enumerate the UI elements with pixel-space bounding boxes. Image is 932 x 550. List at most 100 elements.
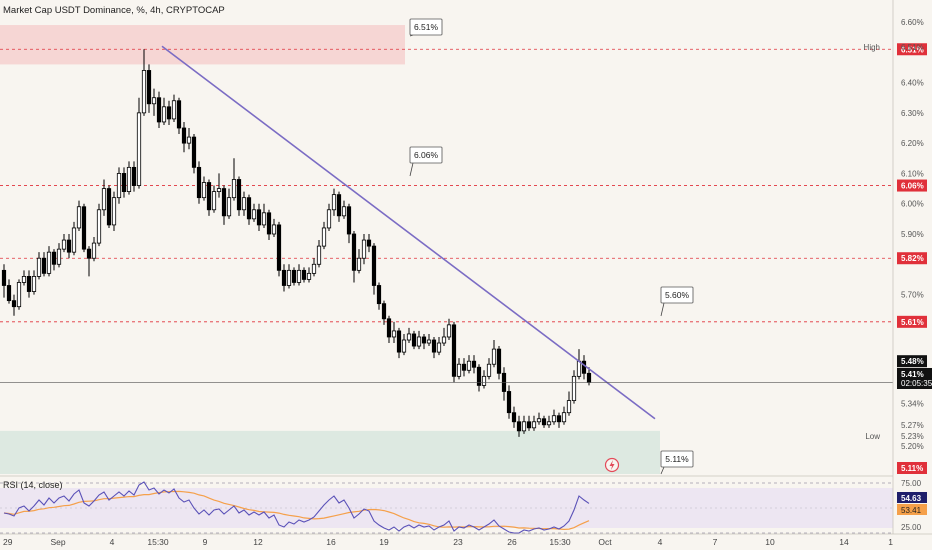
price-badge-4: [897, 355, 927, 368]
candle-body: [191, 136, 197, 168]
candle-body: [406, 333, 412, 341]
candle-body: [221, 188, 227, 217]
callout-box-0[interactable]: [409, 18, 443, 36]
candle-body: [411, 333, 417, 347]
rsi-tick-25: 25.00: [901, 523, 922, 532]
candle-body: [166, 106, 172, 120]
candle-body: [276, 224, 282, 271]
rsi-value: 54.63: [901, 494, 922, 503]
candle-body: [251, 209, 257, 220]
time-tick-8: 23: [453, 537, 463, 547]
price-tick-8: 5.34%: [901, 400, 924, 409]
high-tag: High: [864, 43, 880, 52]
candle-body: [581, 360, 587, 374]
candle-body: [336, 194, 342, 217]
price-badge-label-3: 5.61%: [901, 318, 924, 327]
candle-body: [556, 415, 562, 423]
candle-body: [281, 269, 287, 286]
candle-body: [51, 251, 57, 265]
candle-body: [386, 318, 392, 338]
candle-body: [16, 282, 22, 308]
callout-box-3[interactable]: [660, 450, 694, 468]
candle-body: [571, 375, 577, 401]
price-tick-0: 6.60%: [901, 18, 924, 27]
candle-body: [126, 166, 132, 193]
callout-pointer: [660, 302, 665, 317]
candle-body: [546, 421, 552, 426]
price-tick-9: 5.27%: [901, 421, 924, 430]
last-price-badge: 5.41% 02:05:35: [897, 368, 932, 389]
time-ticks: 29 Sep 4 15:30 9 12 16 19 23 26 15:30 Oct 4 7 10 14 1: [3, 537, 893, 547]
rsi-line: [3, 481, 590, 534]
rsi-tick-75: 75.00: [901, 479, 922, 488]
candle-body: [526, 421, 532, 429]
candle-body: [551, 415, 557, 423]
candle-body: [261, 212, 267, 226]
rsi-ma-line: [3, 490, 590, 531]
candle-body: [391, 330, 397, 338]
candle-body: [431, 339, 437, 353]
candle-body: [426, 339, 432, 344]
candle-body: [271, 224, 277, 235]
candle-body: [156, 97, 162, 123]
candle-body: [311, 263, 317, 274]
candle-body: [486, 363, 492, 377]
time-tick-0: 29: [3, 537, 13, 547]
price-tick-5: 6.00%: [901, 200, 924, 209]
candle-body: [396, 330, 402, 353]
candle-body: [181, 127, 187, 144]
candle-body: [256, 209, 262, 226]
price-badge-label-0: 6.51%: [901, 45, 924, 54]
candle-body: [141, 70, 147, 114]
candle-body: [211, 191, 217, 211]
candle-body: [541, 418, 547, 426]
callout-label-2: 5.60%: [665, 290, 690, 300]
price-tick-4: 6.10%: [901, 169, 924, 178]
price-tick-3: 6.20%: [901, 139, 924, 148]
candle-body: [441, 336, 447, 344]
candle-body: [466, 360, 472, 371]
candle-body: [96, 209, 102, 244]
candle-body: [366, 239, 372, 247]
candle-body: [416, 336, 422, 347]
candle-body: [371, 245, 377, 286]
price-scale[interactable]: 6.60% 6.40% 6.30% 6.20% 6.10% 6.00% 5.90% 5.70%…: [864, 0, 932, 534]
alert-icon[interactable]: [604, 457, 620, 473]
candle-body: [21, 275, 27, 283]
candle-body: [456, 363, 462, 377]
candle-body: [231, 179, 237, 199]
candle-body: [381, 303, 387, 320]
candle-body: [66, 239, 72, 253]
time-tick-5: 12: [253, 537, 263, 547]
callout-pointer: [660, 466, 665, 475]
candle-body: [226, 197, 232, 217]
last-price-countdown: 02:05:35: [901, 379, 932, 388]
candle-body: [291, 269, 297, 283]
price-tick-7: 5.70%: [901, 291, 924, 300]
time-tick-4: 9: [203, 537, 208, 547]
candle-body: [61, 239, 67, 250]
time-tick-16: 1: [888, 537, 893, 547]
candle-body: [216, 188, 222, 192]
candle-body: [6, 285, 12, 302]
candle-body: [206, 182, 212, 211]
time-tick-12: 4: [658, 537, 663, 547]
rsi-label: RSI (14, close): [3, 480, 63, 490]
trendline[interactable]: [161, 45, 656, 420]
candle-body: [91, 242, 97, 259]
callout-box-2[interactable]: [660, 286, 694, 304]
callout-pointer: [409, 162, 414, 177]
candle-body: [376, 285, 382, 305]
candle-body: [1, 269, 7, 286]
low-marker: Low 5.23%: [865, 432, 923, 441]
support-zone: [0, 430, 660, 474]
price-tick-1: 6.40%: [901, 79, 924, 88]
candle-body: [111, 197, 117, 226]
candle-body: [506, 391, 512, 414]
time-tick-11: Oct: [598, 537, 612, 547]
time-axis[interactable]: 29 Sep 4 15:30 9 12 16 19 23 26 15:30 Oct 4 7 10 14 1: [0, 533, 932, 547]
callout-box-1[interactable]: [409, 146, 443, 164]
candle-body: [246, 197, 252, 220]
level-lines: [0, 48, 893, 323]
